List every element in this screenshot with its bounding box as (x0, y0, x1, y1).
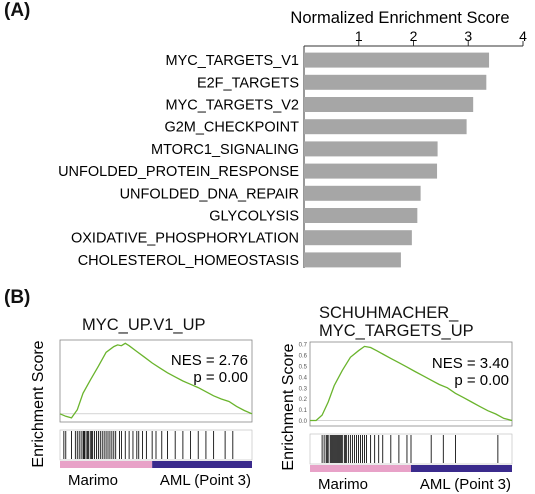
bar-unfolded-dna-repair (304, 185, 421, 201)
gsea-2-y-tick-label: 0.4 (299, 375, 308, 381)
gsea-2-ylabel: Enrichment Score (280, 343, 297, 470)
gsea-2-y-tick-label: 0.1 (299, 408, 308, 414)
bar-e2f-targets (304, 74, 487, 90)
x-tick-label: 1 (355, 28, 363, 44)
bar-g2m-checkpoint (304, 119, 467, 135)
gsea-2-p-label: p = 0.00 (454, 372, 509, 389)
gsea-plot-2-title-line1: SCHUHMACHER_ (319, 304, 459, 322)
gsea-2-enrichment-line (310, 345, 513, 422)
gsea-2-xlabel-right: AML (Point 3) (420, 476, 511, 493)
gsea-1-nes-label: NES = 2.76 (171, 352, 248, 369)
gsea-2-phenotype-marimo (310, 465, 411, 472)
gsea-2-y-tick-label: 0.6 (299, 354, 308, 360)
gsea-2-y-tick-label: 0.7 (299, 343, 308, 349)
category-label: MTORC1_SIGNALING (151, 142, 299, 158)
bar-myc-targets-v2 (304, 97, 474, 112)
gsea-2-phenotype-aml (411, 465, 512, 472)
gsea-2-y-tick-label: 0.0 (299, 419, 308, 425)
bar-cholesterol-homeostasis (304, 252, 401, 268)
category-label: UNFOLDED_DNA_REPAIR (120, 186, 299, 202)
x-tick-label: 4 (519, 28, 527, 44)
bar-mtorc1-signaling (304, 141, 438, 157)
category-label: CHOLESTEROL_HOMEOSTASIS (78, 253, 299, 269)
category-label: UNFOLDED_PROTEIN_RESPONSE (58, 164, 299, 180)
bar-myc-targets-v1 (304, 52, 490, 68)
category-label: GLYCOLYSIS (209, 209, 299, 225)
gsea-plot-2-title-line2: MYC_TARGETS_UP (319, 322, 474, 340)
panel-b-label: (B) (4, 287, 31, 308)
gsea-1-enrichment-line (59, 342, 253, 419)
gsea-1-ylabel: Enrichment Score (30, 340, 47, 467)
category-label: MYC_TARGETS_V2 (166, 98, 300, 114)
bar-glycolysis (304, 208, 418, 223)
chart-a-title: Normalized Enrichment Score (290, 9, 509, 27)
gsea-1-plot-frame (59, 339, 253, 423)
gsea-2-plot-frame (309, 341, 513, 427)
gsea-plot-1-title: MYC_UP.V1_UP (82, 316, 206, 334)
category-label: OXIDATIVE_PHOSPHORYLATION (71, 231, 299, 247)
gsea-1-phenotype-aml (152, 461, 252, 468)
gsea-2-y-tick-label: 0.5 (299, 365, 308, 371)
gsea-2-y-tick-label: 0.2 (299, 397, 308, 403)
x-tick-label: 3 (464, 28, 472, 44)
gsea-1-p-label: p = 0.00 (193, 369, 248, 386)
gsea-1-phenotype-marimo (60, 461, 153, 468)
category-label: E2F_TARGETS (197, 75, 299, 91)
gsea-2-xlabel-left: Marimo (318, 476, 368, 493)
bar-unfolded-protein-response (304, 163, 438, 179)
category-label: G2M_CHECKPOINT (164, 120, 299, 136)
gsea-2-nes-label: NES = 3.40 (432, 355, 509, 372)
gsea-1-xlabel-left: Marimo (68, 472, 118, 489)
panel-a-label: (A) (4, 0, 31, 21)
gsea-2-y-tick-label: 0.3 (299, 386, 308, 392)
category-label: MYC_TARGETS_V1 (166, 53, 300, 69)
x-tick-label: 2 (410, 28, 418, 44)
gsea-1-xlabel-right: AML (Point 3) (160, 472, 251, 489)
bar-oxidative-phosphorylation (304, 230, 412, 246)
